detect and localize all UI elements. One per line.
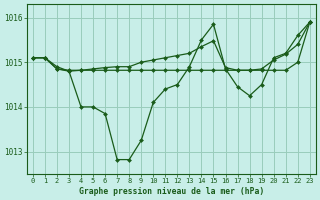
X-axis label: Graphe pression niveau de la mer (hPa): Graphe pression niveau de la mer (hPa): [79, 187, 264, 196]
